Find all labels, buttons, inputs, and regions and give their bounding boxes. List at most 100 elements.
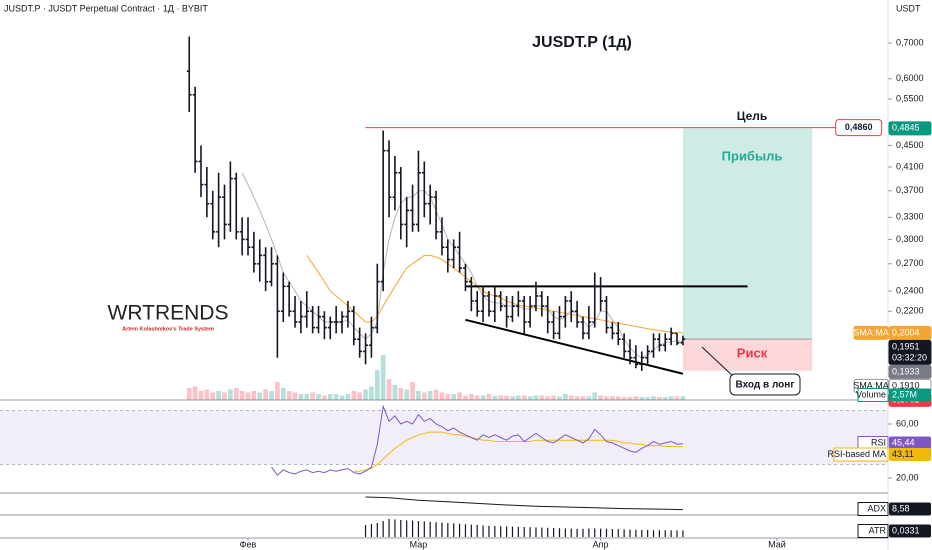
volume-bar [275,382,280,400]
volume-bar [527,396,533,400]
volume-bar [286,391,292,400]
volume-bar [468,394,474,400]
pane-label-name: RSI-based MA [827,449,886,459]
pane-label-name-box [857,502,889,516]
y-tick-label: 0,4500 [896,140,924,150]
x-tick-label: Мар [410,539,428,549]
ma-line [241,172,683,359]
y-tick-label: 0,2200 [896,306,924,316]
volume-bar [563,394,568,400]
volume-bar [363,389,368,400]
volume-bar [416,391,421,400]
chart-subtitle: JUSDT.P · JUSDT Perpetual Contract · 1Д … [4,3,208,13]
volume-bar [574,396,580,400]
pane-label-name: RSI [871,437,886,447]
volume-bar [245,392,251,400]
volume-bar [633,396,639,400]
volume-bar [568,395,574,400]
volume-bar [480,395,486,400]
pane-label-name-box [833,447,889,462]
volume-bar [433,389,439,400]
volume-bar [586,396,592,400]
volume-bar [662,397,668,400]
pane-label-value-box [889,524,931,538]
pane-label-value: 8,58 [892,503,910,513]
volume-bar [257,392,263,400]
y-tick-label: 0,3300 [896,212,924,222]
volume-bar [204,389,210,400]
y-tick-label: 0,3700 [896,185,924,195]
volume-bar [269,391,274,400]
volume-bar [233,388,239,400]
volume-bar [610,396,615,400]
volume-bar [474,395,480,400]
rsi-band [0,410,888,465]
countdown: 03:32:20 [892,352,927,362]
price-label: 0,2004 [892,327,920,337]
y-tick-label: 0,3000 [896,234,924,244]
volume-bar [222,392,227,400]
volume-bar [351,391,357,400]
volume-bar [421,392,427,400]
volume-bar [322,395,327,400]
volume-bar [557,396,562,400]
y-tick-label: 0,6000 [896,73,924,83]
volume-bar [515,395,521,400]
volume-bar [545,396,551,400]
volume-bar [657,397,662,400]
risk-label: Риск [737,345,768,360]
volume-bar [380,355,386,400]
watermark-title: WRTRENDS [108,302,229,325]
pane-label-value-box [889,388,931,402]
volume-bar [392,385,398,400]
volume-bar [228,389,233,400]
entry-label: Вход в лонг [736,380,795,391]
rsi-tick-label: 20,00 [896,472,919,482]
volume-bar [386,379,392,400]
volume-bar [621,397,627,400]
price-label: 0,4845 [892,123,920,133]
volume-bar [327,394,333,400]
volume-bar [186,388,192,400]
x-tick-label: Май [768,539,786,549]
pane-label-value: 45,44 [892,437,915,447]
x-tick-label: Фев [240,539,257,549]
volume-bar [410,382,415,400]
chart-title: JUSDT.P (1д) [532,34,632,51]
volume-bar [263,389,268,400]
volume-bar [369,386,374,400]
pane-label-name-box [857,524,889,538]
volume-bar [592,392,598,400]
pane-label-value-box [889,502,931,516]
volume-bar [457,392,462,400]
volume-bar [533,395,539,400]
volume-bar [339,395,345,400]
pane-label-name: ADX [867,503,886,513]
y-tick-label: 0,2700 [896,258,924,268]
price-label-name: SMA:MA [853,327,889,337]
volume-bar [280,388,286,400]
volume-bar [210,392,216,400]
pane-label-name: Volume [856,389,886,399]
price-label-name-box [853,325,889,340]
profit-zone [682,128,813,340]
volume-bar [251,391,257,400]
pane-label-value-box [889,448,931,461]
volume-bar [298,394,304,400]
price-label-box [888,121,932,136]
volume-bar [333,394,339,400]
volume-bar [510,396,515,400]
volume-bar [445,394,451,400]
volume-bar [357,392,363,400]
adx-line [365,496,683,511]
rsi-ma-line [353,431,683,472]
rsi-tick-label: 60,00 [896,418,919,428]
price-label-box [888,364,932,379]
volume-bar [639,397,645,400]
target-label: Цель [737,109,768,123]
profit-label: Прибыль [722,148,783,163]
y-tick-label: 0,7000 [896,37,924,47]
price-label-box [888,325,932,340]
volume-bar [645,397,650,400]
volume-bar [598,395,603,400]
